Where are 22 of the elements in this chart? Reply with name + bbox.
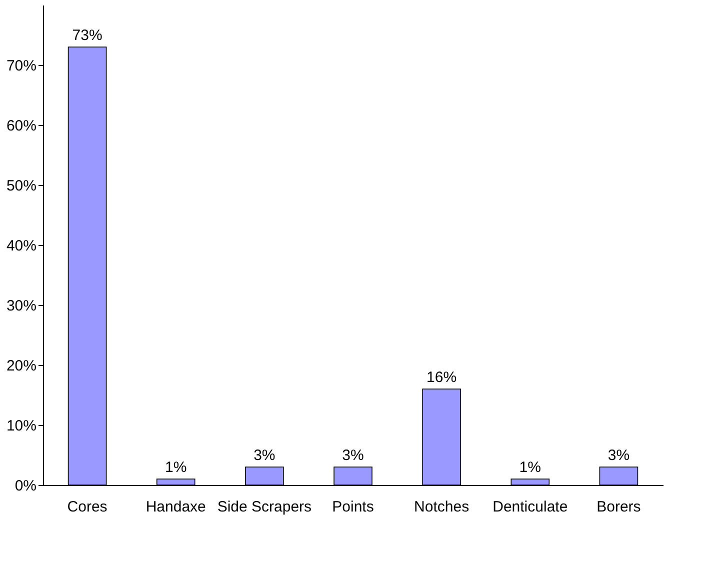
data-label: 73% (72, 27, 102, 44)
x-tick-label: Points (332, 498, 374, 516)
x-tick-label: Side Scrapers (217, 498, 312, 516)
data-label: 1% (165, 459, 187, 476)
y-tick-label: 20% (6, 358, 36, 374)
y-tick-label: 40% (6, 238, 36, 254)
data-label: 3% (342, 447, 364, 464)
data-label: 3% (608, 447, 630, 464)
y-tick-label: 10% (6, 418, 36, 434)
x-tick-label: Handaxe (146, 498, 206, 516)
data-label: 3% (254, 447, 276, 464)
data-label: 1% (519, 459, 541, 476)
y-tick-label: 70% (6, 58, 36, 74)
x-tick-label: Notches (414, 498, 470, 516)
x-tick-label: Denticulate (492, 498, 568, 516)
x-tick-label: Borers (596, 498, 641, 516)
x-tick-label: Cores (67, 498, 108, 516)
data-label: 16% (426, 369, 457, 386)
y-tick-label: 50% (6, 178, 36, 194)
y-tick-label: 30% (6, 298, 36, 314)
y-tick-label: 0% (14, 478, 36, 494)
y-tick-label: 60% (6, 118, 36, 134)
